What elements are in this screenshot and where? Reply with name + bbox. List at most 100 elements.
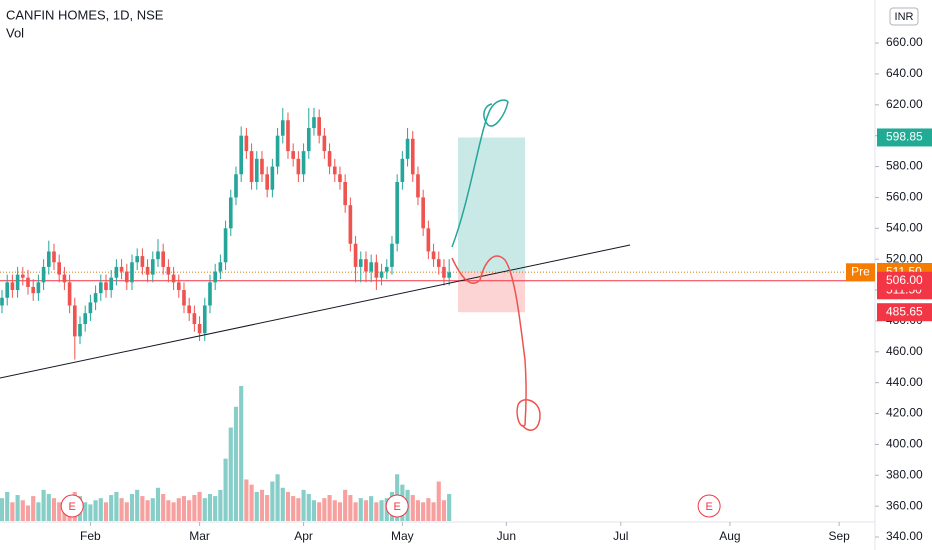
volume-bar bbox=[202, 498, 207, 521]
candle-body bbox=[249, 151, 254, 182]
volume-bar bbox=[88, 504, 93, 521]
candle-body bbox=[161, 251, 166, 267]
earnings-marker bbox=[60, 494, 84, 518]
volume-bar bbox=[280, 487, 285, 521]
candle-body bbox=[379, 271, 384, 278]
volume-bar bbox=[270, 481, 275, 521]
volume-bar bbox=[337, 502, 343, 521]
candle-body bbox=[156, 251, 160, 260]
candle-body bbox=[46, 251, 51, 267]
volume-bar bbox=[431, 502, 436, 521]
volume-bar bbox=[207, 494, 213, 521]
candle-body bbox=[348, 205, 353, 244]
y-tick-label: 660.00 bbox=[886, 35, 923, 49]
earnings-marker bbox=[385, 494, 409, 518]
x-tick-label: Mar bbox=[189, 529, 210, 543]
currency: INR bbox=[895, 11, 914, 23]
volume-bar bbox=[140, 496, 145, 521]
volume-bar bbox=[436, 481, 441, 521]
y-tick-label: 460.00 bbox=[886, 344, 923, 358]
y-tick-label: 640.00 bbox=[886, 66, 923, 80]
candle-body bbox=[52, 251, 56, 263]
volume-bar bbox=[10, 502, 15, 521]
candle-body bbox=[431, 251, 436, 260]
earnings-label: E bbox=[69, 501, 76, 513]
volume-bar bbox=[353, 502, 358, 521]
candle-body bbox=[119, 266, 124, 272]
volume-bar bbox=[51, 498, 57, 521]
y-tick-label: 400.00 bbox=[886, 437, 923, 451]
volume-bar bbox=[197, 491, 202, 521]
price-label-box bbox=[877, 303, 932, 322]
volume-bar bbox=[285, 491, 291, 521]
candle-body bbox=[280, 120, 285, 136]
volume-bar bbox=[259, 489, 265, 521]
price-label-box bbox=[877, 271, 932, 290]
candle-body bbox=[442, 266, 446, 278]
price-tag-box bbox=[846, 263, 875, 282]
volume-bar bbox=[379, 500, 384, 521]
volume-bar bbox=[109, 495, 114, 521]
candle-body bbox=[72, 305, 77, 337]
volume-bar bbox=[20, 500, 25, 521]
candle-body bbox=[369, 262, 373, 272]
candle-body bbox=[88, 302, 93, 314]
volume-bar bbox=[426, 498, 431, 521]
candle-body bbox=[78, 324, 82, 337]
volume-bar bbox=[447, 494, 452, 521]
candle-body bbox=[436, 259, 441, 267]
volume-bar bbox=[166, 500, 171, 521]
volume-bar bbox=[254, 491, 259, 521]
volume-bar bbox=[161, 494, 166, 521]
candle-body bbox=[83, 313, 88, 325]
volume-bar bbox=[155, 487, 161, 521]
trendline bbox=[0, 244, 631, 379]
volume-bar bbox=[25, 505, 31, 521]
volume-bar bbox=[119, 498, 124, 521]
earnings-marker bbox=[697, 494, 721, 518]
volume-bar bbox=[306, 494, 311, 521]
volume-bar bbox=[296, 498, 301, 521]
candle-body bbox=[228, 197, 233, 229]
currency-badge bbox=[889, 7, 919, 26]
x-tick-label: Aug bbox=[719, 529, 740, 543]
candle-body bbox=[353, 243, 358, 267]
candle-body bbox=[67, 282, 72, 306]
y-tick-label: 360.00 bbox=[886, 498, 923, 512]
volume-bar bbox=[36, 502, 41, 521]
candle-body bbox=[0, 297, 4, 306]
volume-bar bbox=[291, 496, 296, 521]
volume-label: Vol bbox=[6, 25, 24, 40]
price-label: 485.65 bbox=[886, 304, 923, 318]
volume-bar bbox=[223, 458, 228, 521]
volume-bar bbox=[176, 498, 181, 521]
candle-body bbox=[291, 151, 295, 159]
candle-body bbox=[208, 282, 212, 306]
volume-bar bbox=[46, 494, 51, 521]
candle-body bbox=[343, 181, 347, 206]
candle-body bbox=[234, 174, 238, 198]
volume-bar bbox=[15, 495, 20, 521]
hand-drawing bbox=[451, 99, 509, 248]
candle-body bbox=[327, 151, 332, 167]
candle-body bbox=[36, 282, 41, 294]
candle-body bbox=[395, 181, 399, 244]
candle-body bbox=[270, 166, 275, 190]
x-tick-label: Sep bbox=[828, 529, 850, 543]
volume-bar bbox=[98, 498, 103, 521]
candle-body bbox=[338, 174, 342, 182]
candle-body bbox=[176, 282, 181, 291]
price-label-box bbox=[877, 128, 932, 147]
candle-body bbox=[124, 271, 129, 283]
volume-bar bbox=[218, 489, 223, 521]
volume-bar bbox=[327, 495, 332, 521]
candle-body bbox=[10, 282, 15, 291]
y-tick-label: 580.00 bbox=[886, 159, 923, 173]
candle-body bbox=[358, 259, 363, 267]
candle-body bbox=[31, 286, 36, 294]
candle-body bbox=[171, 274, 176, 283]
candle-body bbox=[275, 135, 280, 167]
volume-bar bbox=[83, 502, 88, 521]
volume-bar bbox=[135, 489, 140, 521]
